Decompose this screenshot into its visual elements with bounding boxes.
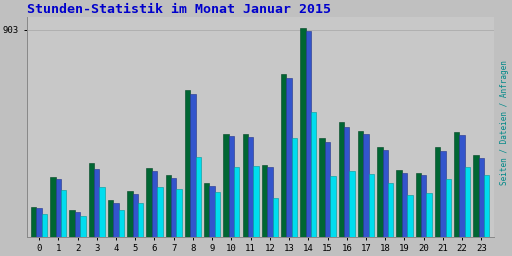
Text: Seiten / Dateien / Anfragen: Seiten / Dateien / Anfragen [500, 60, 509, 185]
Bar [165, 175, 171, 237]
Bar [157, 187, 162, 237]
Bar [262, 165, 267, 237]
Bar [171, 178, 176, 237]
Bar [319, 138, 325, 237]
Bar [75, 212, 80, 237]
Bar [94, 169, 99, 237]
Bar [108, 200, 113, 237]
Bar [465, 167, 470, 237]
Bar [407, 195, 413, 237]
Bar [435, 147, 440, 237]
Bar [146, 168, 152, 237]
Bar [330, 176, 335, 237]
Bar [176, 188, 182, 237]
Bar [215, 192, 220, 237]
Bar [229, 136, 234, 237]
Bar [61, 190, 67, 237]
Bar [234, 167, 240, 237]
Bar [306, 31, 311, 237]
Bar [267, 167, 272, 237]
Bar [325, 142, 330, 237]
Bar [42, 214, 47, 237]
Bar [50, 177, 56, 237]
Bar [70, 210, 75, 237]
Bar [138, 203, 143, 237]
Bar [473, 155, 479, 237]
Bar [223, 134, 229, 237]
Bar [338, 122, 344, 237]
Bar [36, 208, 42, 237]
Bar [382, 150, 388, 237]
Bar [133, 194, 138, 237]
Bar [286, 78, 292, 237]
Bar [99, 187, 105, 237]
Bar [369, 174, 374, 237]
Bar [292, 138, 297, 237]
Bar [300, 28, 306, 237]
Bar [80, 217, 86, 237]
Bar [243, 134, 248, 237]
Bar [484, 175, 489, 237]
Bar [459, 135, 465, 237]
Bar [364, 134, 369, 237]
Bar [402, 173, 407, 237]
Bar [190, 94, 196, 237]
Bar [152, 171, 157, 237]
Bar [89, 163, 94, 237]
Bar [479, 158, 484, 237]
Bar [440, 151, 445, 237]
Bar [344, 127, 349, 237]
Bar [56, 179, 61, 237]
Bar [127, 191, 133, 237]
Bar [416, 173, 421, 237]
Bar [445, 179, 451, 237]
Bar [388, 183, 393, 237]
Bar [185, 90, 190, 237]
Bar [31, 207, 36, 237]
Bar [281, 74, 286, 237]
Bar [358, 131, 364, 237]
Bar [454, 133, 459, 237]
Bar [272, 198, 278, 237]
Bar [204, 183, 209, 237]
Bar [311, 112, 316, 237]
Bar [209, 186, 215, 237]
Bar [377, 147, 382, 237]
Bar [426, 193, 432, 237]
Bar [349, 171, 355, 237]
Bar [196, 156, 201, 237]
Bar [119, 210, 124, 237]
Bar [253, 166, 259, 237]
Bar [421, 175, 426, 237]
Text: Stunden-Statistik im Monat Januar 2015: Stunden-Statistik im Monat Januar 2015 [27, 3, 331, 16]
Bar [113, 203, 119, 237]
Bar [248, 137, 253, 237]
Bar [396, 170, 402, 237]
